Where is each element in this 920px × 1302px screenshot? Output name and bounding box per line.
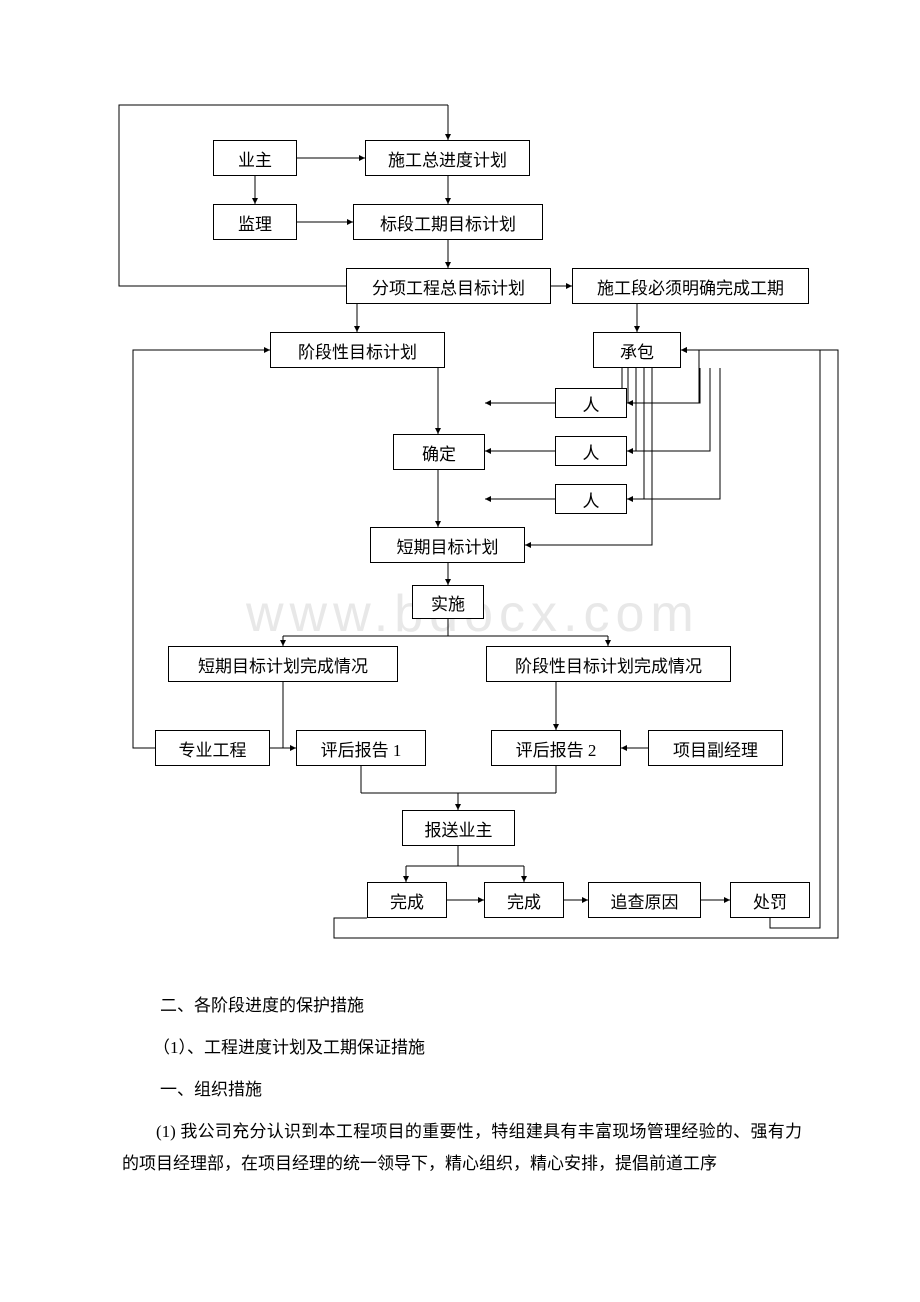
node-contract: 承包 bbox=[593, 332, 681, 368]
paragraph-1: (1) 我公司充分认识到本工程项目的重要性，特组建具有丰富现场管理经验的、强有力… bbox=[122, 1116, 802, 1181]
node-done-2: 完成 bbox=[484, 882, 564, 918]
node-owner: 业主 bbox=[213, 140, 297, 176]
node-person-3: 人 bbox=[555, 484, 627, 514]
node-cause: 追查原因 bbox=[588, 882, 701, 918]
node-master-plan: 施工总进度计划 bbox=[365, 140, 530, 176]
node-person-2: 人 bbox=[555, 436, 627, 466]
list-item-1: （1）、工程进度计划及工期保证措施 bbox=[153, 1032, 425, 1064]
node-report-2: 评后报告 2 bbox=[491, 730, 621, 766]
node-vice-pm: 项目副经理 bbox=[648, 730, 783, 766]
node-send-owner: 报送业主 bbox=[402, 810, 515, 846]
node-supervisor: 监理 bbox=[213, 204, 297, 240]
node-stage-plan: 阶段性目标计划 bbox=[270, 332, 445, 368]
node-implement: 实施 bbox=[412, 585, 484, 619]
node-done-1: 完成 bbox=[367, 882, 447, 918]
node-punish: 处罚 bbox=[730, 882, 810, 918]
node-person-1: 人 bbox=[555, 388, 627, 418]
node-stage-done: 阶段性目标计划完成情况 bbox=[486, 646, 731, 682]
node-sect-req: 施工段必须明确完成工期 bbox=[572, 268, 809, 304]
node-sub-plan: 分项工程总目标计划 bbox=[346, 268, 551, 304]
node-confirm: 确定 bbox=[393, 434, 485, 470]
page-canvas: www.bdocx.com bbox=[0, 0, 920, 1302]
subheading-1: 一、组织措施 bbox=[160, 1074, 262, 1106]
node-report-1: 评后报告 1 bbox=[296, 730, 426, 766]
heading-section-2: 二、各阶段进度的保护措施 bbox=[160, 990, 364, 1022]
node-short-done: 短期目标计划完成情况 bbox=[168, 646, 398, 682]
node-short-plan: 短期目标计划 bbox=[370, 527, 525, 563]
node-section-plan: 标段工期目标计划 bbox=[353, 204, 543, 240]
node-prof-eng: 专业工程 bbox=[155, 730, 270, 766]
